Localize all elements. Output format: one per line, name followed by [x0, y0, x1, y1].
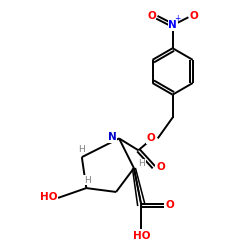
Text: +: + [174, 14, 181, 23]
Text: H: H [84, 176, 90, 184]
Text: O: O [166, 200, 174, 210]
Text: N: N [168, 20, 177, 30]
Text: O: O [147, 134, 156, 143]
Text: O: O [147, 11, 156, 21]
Text: HO: HO [132, 231, 150, 241]
Text: H: H [78, 144, 84, 154]
Text: HO: HO [40, 192, 58, 202]
Text: H: H [138, 159, 145, 168]
Text: N: N [108, 132, 117, 142]
Text: O: O [190, 11, 198, 21]
Text: O: O [156, 162, 165, 172]
